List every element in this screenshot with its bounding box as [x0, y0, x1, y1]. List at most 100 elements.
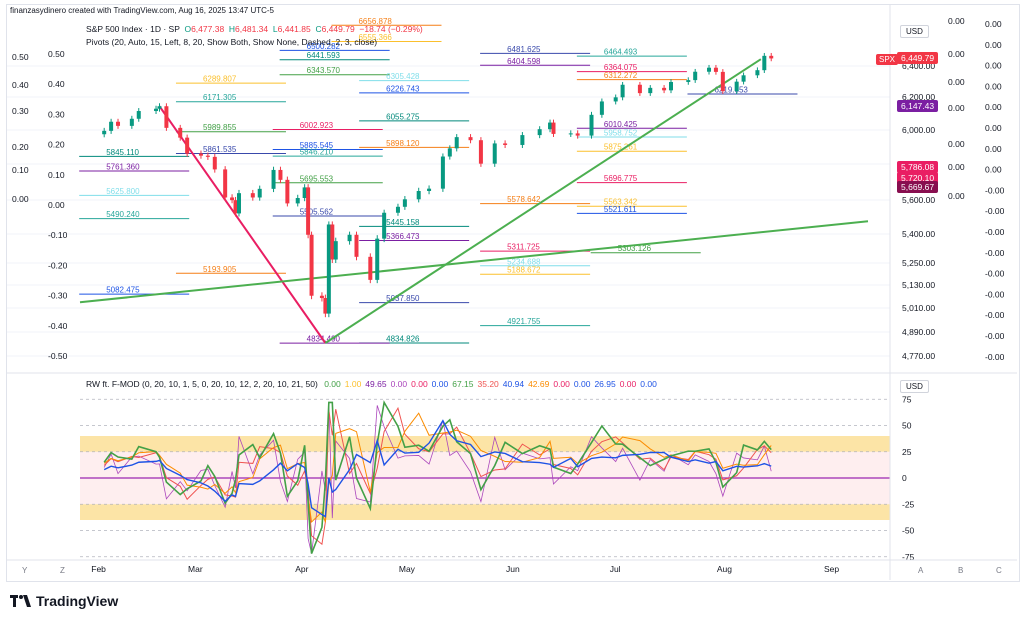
- pivot-label: 5695.553: [300, 174, 334, 183]
- left-scale-label: -0.20: [48, 260, 68, 270]
- candle-body: [236, 193, 241, 214]
- oscillator-value: 67.15: [452, 379, 474, 389]
- ohlc-high-label: H: [228, 24, 236, 34]
- candle-body: [720, 71, 725, 92]
- candle-body: [382, 212, 387, 239]
- left-scale-label: -0.50: [48, 351, 68, 361]
- axis-button-c[interactable]: C: [996, 566, 1002, 575]
- tradingview-logo-icon: [10, 595, 31, 607]
- candle-body: [368, 256, 373, 280]
- candle-body: [333, 241, 338, 260]
- right-scale-label: -0.00: [985, 248, 1005, 258]
- candle-body: [295, 198, 300, 204]
- left-scale-label: 0.20: [48, 140, 65, 150]
- right-scale-label: 0.00: [985, 40, 1002, 50]
- osc-band-upper: [80, 436, 890, 452]
- left-scale-label-b: 0.10: [12, 165, 29, 175]
- price-axis-label: 6,000.00: [902, 125, 935, 135]
- candle-body: [354, 234, 359, 257]
- axis-button-y[interactable]: Y: [22, 566, 28, 575]
- candle-body: [375, 238, 380, 280]
- time-axis-label: Aug: [717, 564, 732, 574]
- axis-button-a[interactable]: A: [918, 566, 924, 575]
- pivot-label: 4834.826: [386, 335, 420, 344]
- price-axis-label: 6,200.00: [902, 92, 935, 102]
- candle-body: [520, 135, 525, 145]
- osc-axis-label: -25: [902, 499, 915, 509]
- pivots-indicator-label[interactable]: Pivots (20, Auto, 15, Left, 8, 20, Show …: [86, 37, 378, 47]
- oscillator-value: 0.00: [553, 379, 570, 389]
- candle-body: [257, 188, 262, 198]
- oscillator-name: RW ft. F-MOD (0, 20, 10, 1, 5, 0, 20, 10…: [86, 379, 318, 389]
- candle-body: [551, 122, 556, 134]
- trend-line-up[interactable]: [324, 58, 762, 344]
- oscillator-value: 26.95: [594, 379, 616, 389]
- pivot-label: 5958.752: [604, 129, 638, 138]
- pivot-label: 5761.360: [106, 162, 140, 171]
- right-scale-label: 0.00: [985, 102, 1002, 112]
- ohlc-change: −18.74 (−0.29%): [359, 24, 423, 34]
- right-scale-label-b: 0.00: [948, 103, 965, 113]
- right-scale-label-b: 0.00: [948, 191, 965, 201]
- candle-body: [568, 133, 573, 135]
- candle-body: [198, 153, 203, 156]
- right-scale-label: -0.00: [985, 269, 1005, 279]
- pivot-label: 5898.120: [386, 139, 420, 148]
- oscillator-currency-label[interactable]: USD: [900, 380, 929, 393]
- left-scale-label: -0.40: [48, 321, 68, 331]
- currency-label[interactable]: USD: [900, 25, 929, 38]
- price-axis-label: 4,890.00: [902, 327, 935, 337]
- pivot-label: 5696.775: [604, 174, 638, 183]
- pivot-label: 6343.570: [307, 66, 341, 75]
- price-tag: 6,147.43: [897, 99, 939, 112]
- pivot-label: 5885.545: [300, 141, 334, 150]
- pivot-label: 6289.807: [203, 75, 237, 84]
- pivot-label: 5037.850: [386, 294, 420, 303]
- candle-body: [755, 70, 760, 76]
- candle-body: [116, 121, 121, 126]
- candle-body: [323, 298, 328, 314]
- candle-body: [575, 133, 580, 136]
- time-axis[interactable]: Feb Mar Apr May Jun Jul Aug Sep: [91, 564, 839, 574]
- left-scale-label: 0.30: [48, 109, 65, 119]
- created-by-text: finanzasydinero created with TradingView…: [10, 6, 275, 15]
- price-axis-label: 5,010.00: [902, 303, 935, 313]
- price-axis[interactable]: 6,400.00 6,200.00 6,000.00 5,600.00 5,400.00…: [902, 16, 1005, 362]
- oscillator-value: 0.00: [324, 379, 341, 389]
- osc-axis-label: -75: [902, 552, 915, 562]
- candle-body: [157, 106, 162, 109]
- trend-line-long[interactable]: [79, 220, 869, 304]
- ohlc-open-label: O: [184, 24, 192, 34]
- oscillator-legend[interactable]: RW ft. F-MOD (0, 20, 10, 1, 5, 0, 20, 10…: [86, 379, 665, 389]
- price-axis-label: 5,250.00: [902, 258, 935, 268]
- right-scale-label: 0.00: [985, 123, 1002, 133]
- right-scale-label: -0.00: [985, 310, 1005, 320]
- pivot-label: 6364.075: [604, 63, 638, 72]
- pivot-label: 6226.743: [386, 84, 420, 93]
- candle-body: [478, 140, 483, 164]
- time-axis-label: Jun: [506, 564, 520, 574]
- candle-body: [427, 188, 432, 191]
- pivot-label: 5861.535: [203, 145, 237, 154]
- pivot-label: 6171.305: [203, 93, 237, 102]
- pivot-label: 5234.688: [507, 257, 541, 266]
- candle-body: [154, 108, 159, 112]
- right-scale-label: -0.00: [985, 331, 1005, 341]
- candle-body: [620, 84, 625, 98]
- candle-body: [233, 200, 238, 214]
- candle-body: [468, 137, 473, 141]
- left-scale-label-b: 0.20: [12, 142, 29, 152]
- axis-button-b[interactable]: B: [958, 566, 964, 575]
- osc-line-orange: [103, 412, 772, 523]
- tradingview-logo-text: TradingView: [36, 593, 119, 609]
- oscillator-value: 35.20: [477, 379, 499, 389]
- left-scale-label: -0.10: [48, 230, 68, 240]
- oscillator-values: 0.00 1.00 49.65 0.00 0.00 0.00 67.15 35.20 40.94…: [324, 379, 661, 389]
- price-tag: 5,669.67: [897, 181, 939, 194]
- left-scale-label: 0.10: [48, 170, 65, 180]
- axis-button-z[interactable]: Z: [60, 566, 65, 575]
- left-scale-label: 0.40: [48, 79, 65, 89]
- right-scale-label: -0.00: [985, 289, 1005, 299]
- candle-body: [492, 143, 497, 164]
